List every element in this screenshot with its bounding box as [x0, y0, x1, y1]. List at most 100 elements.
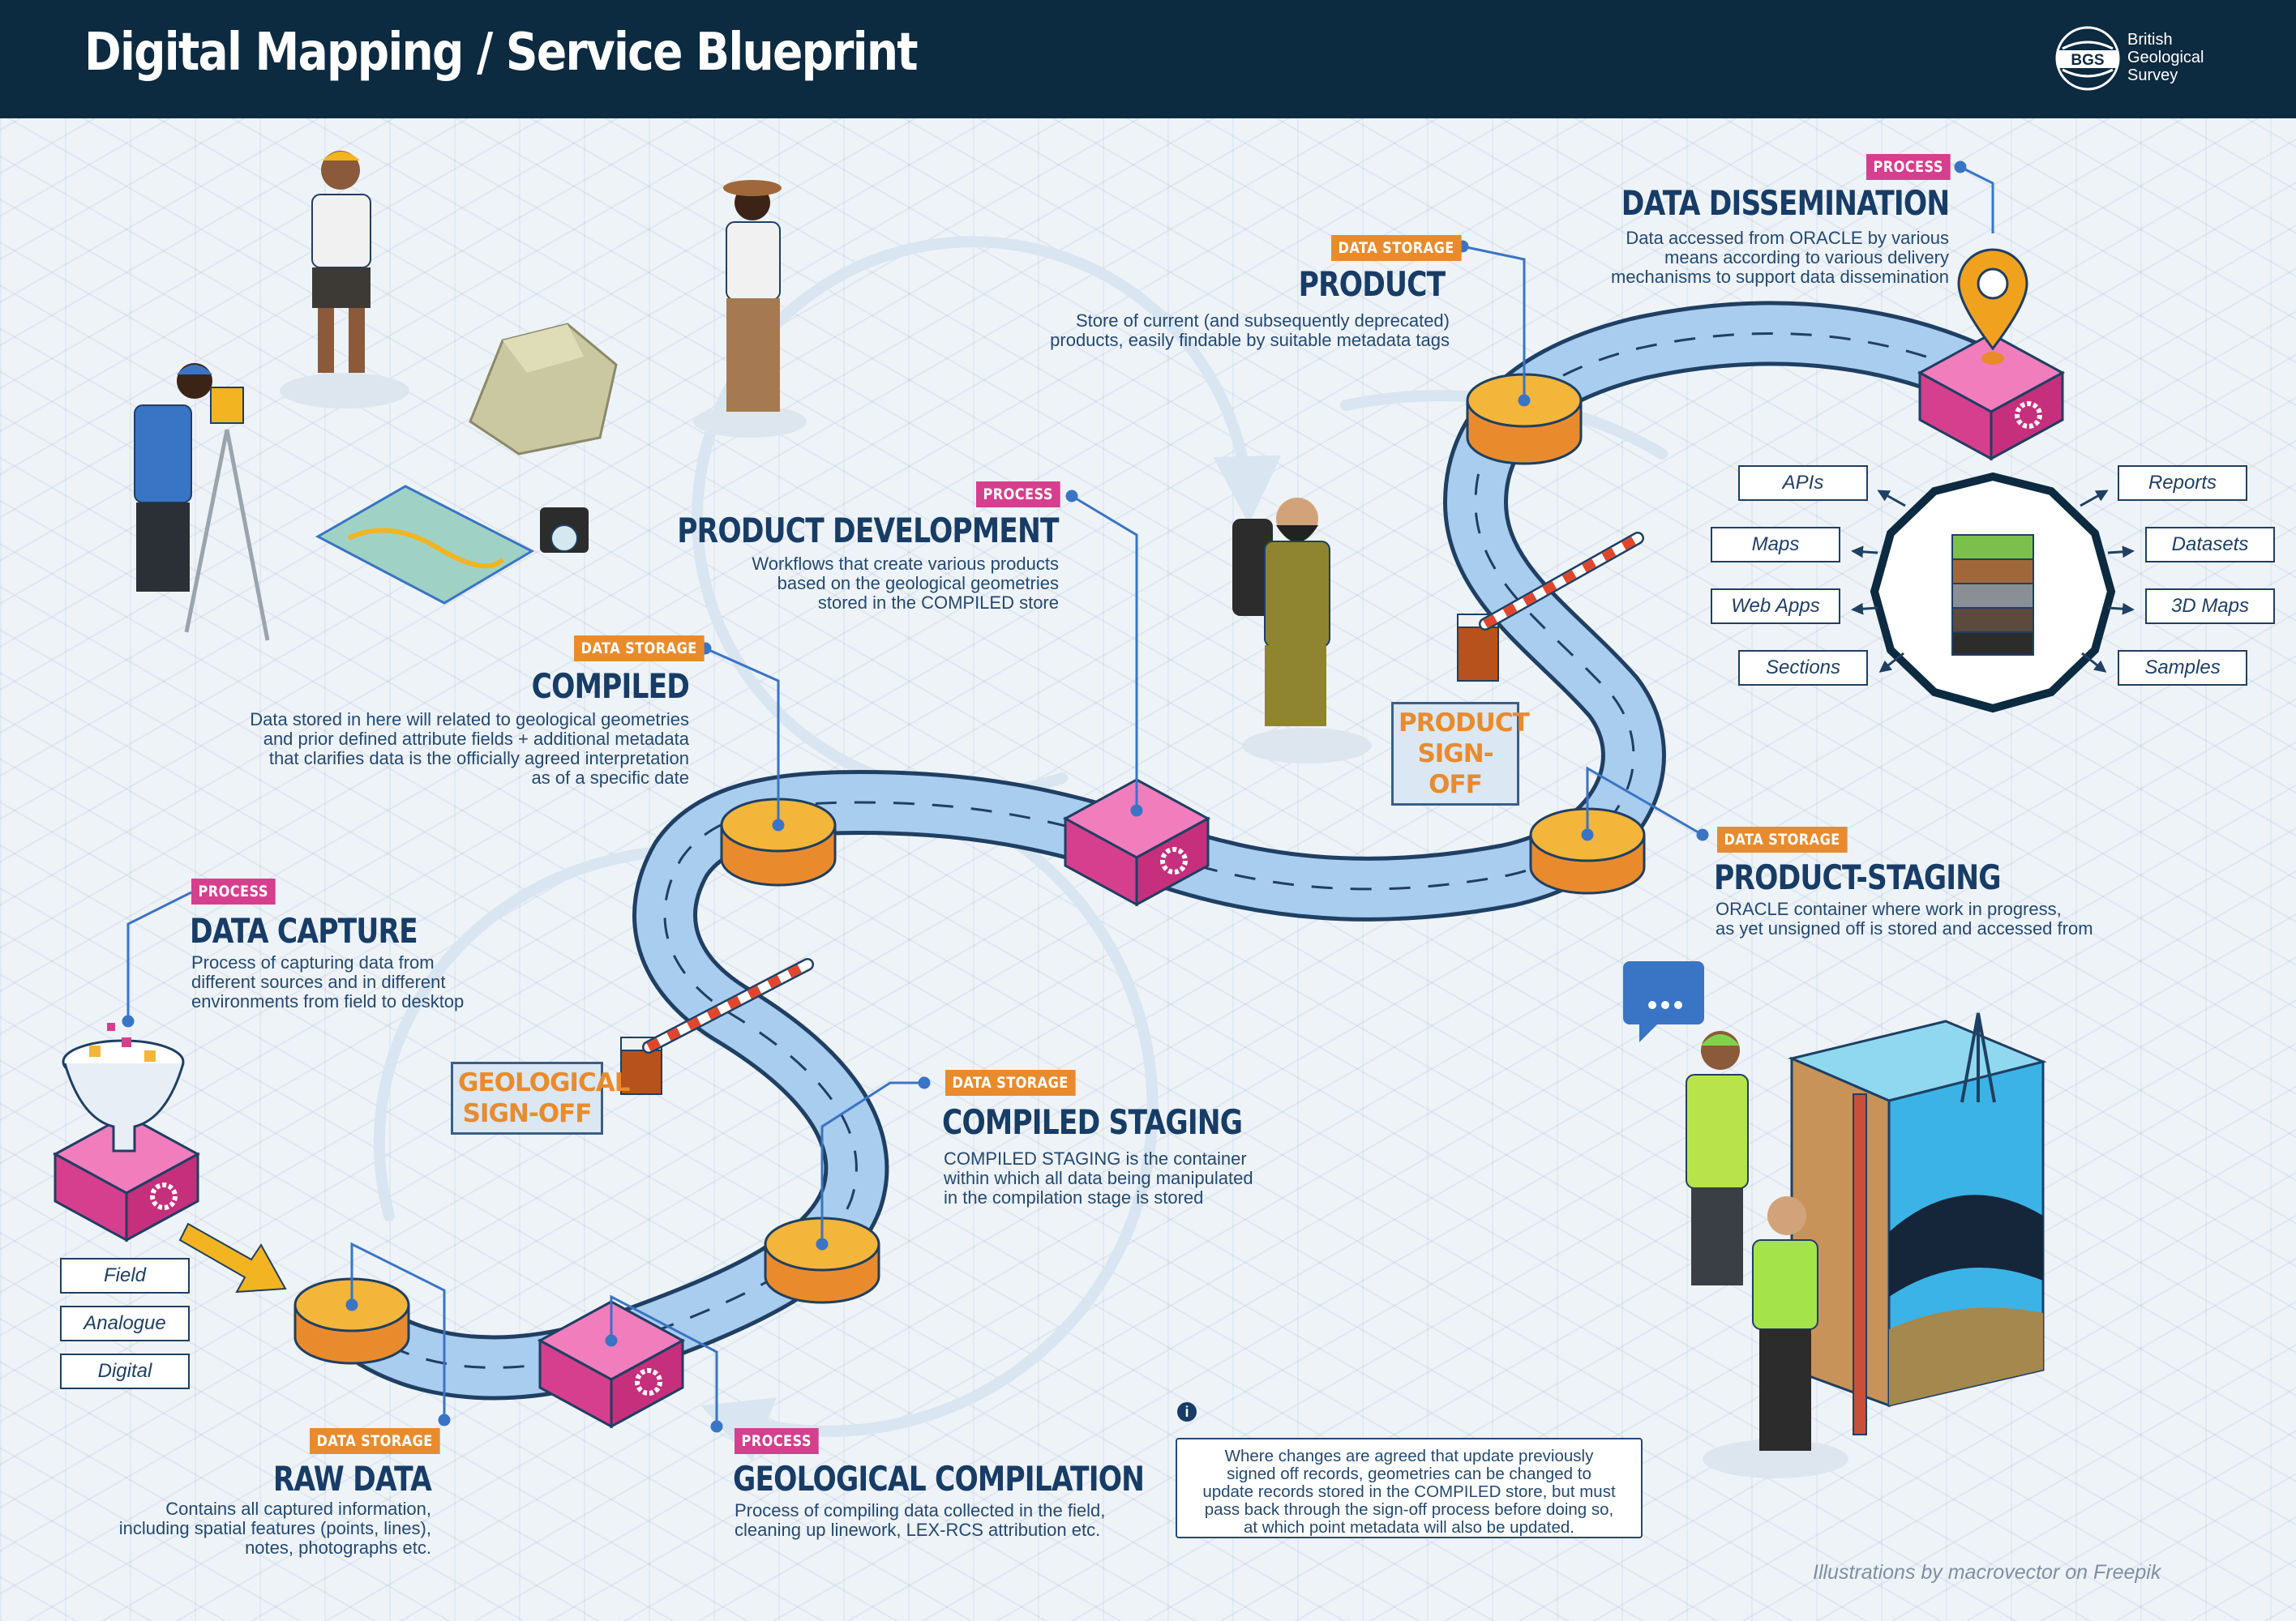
desc-line: Data stored in here will related to geol…	[250, 709, 689, 729]
compiled-staging-description: COMPILED STAGING is the container within…	[944, 1149, 1253, 1208]
info-icon: i	[1177, 1402, 1197, 1422]
data-dissemination-process-icon	[1917, 332, 2066, 461]
desc-line: Store of current (and subsequently depre…	[1075, 310, 1450, 331]
product-staging-title: PRODUCT-STAGING	[1714, 858, 2002, 897]
output-3d-maps: 3D Maps	[2145, 588, 2275, 624]
raw-data-tag: DATA STORAGE	[310, 1428, 440, 1454]
page-title: Digital Mapping / Service Blueprint	[84, 23, 919, 83]
compass-icon	[540, 507, 589, 553]
data-capture-tag: PROCESS	[191, 879, 276, 905]
note-line: Where changes are agreed that update pre…	[1224, 1447, 1594, 1465]
desc-line: that clarifies data is the officially ag…	[268, 748, 689, 768]
output-web-apps: Web Apps	[1711, 588, 1840, 624]
signoff-line: GEOLOGICAL	[458, 1068, 630, 1097]
desc-line: notes, photographs etc.	[245, 1538, 431, 1558]
explorer-illustration	[693, 180, 807, 438]
map-illustration	[315, 485, 535, 605]
note-line: signed off records, geometries can be ch…	[1227, 1465, 1591, 1483]
surveyor-illustration	[134, 363, 270, 641]
desc-line: Data accessed from ORACLE by various	[1626, 228, 1949, 248]
note-line: pass back through the sign-off process b…	[1204, 1500, 1614, 1519]
raw-data-description: Contains all captured information, inclu…	[119, 1499, 431, 1558]
geological-compilation-description: Process of compiling data collected in t…	[735, 1501, 1105, 1540]
capture-source-field: Field	[60, 1258, 190, 1294]
signoff-line: PRODUCT	[1399, 708, 1530, 738]
product-signoff-label: PRODUCT SIGN-OFF	[1391, 702, 1530, 806]
data-capture-process-icon	[52, 1114, 201, 1242]
desc-line: different sources and in different	[191, 972, 446, 992]
compiled-staging-tag: DATA STORAGE	[945, 1070, 1076, 1096]
data-dissemination-description: Data accessed from ORACLE by various mea…	[1611, 229, 1949, 287]
funnel-icon	[62, 1023, 185, 1153]
desc-line: in the compilation stage is stored	[944, 1187, 1204, 1208]
logo-mark: BGS	[2071, 52, 2104, 69]
product-title: PRODUCT	[1298, 264, 1445, 304]
geological-compilation-title: GEOLOGICAL COMPILATION	[733, 1459, 1145, 1499]
rock-illustration	[469, 323, 618, 456]
output-samples: Samples	[2118, 650, 2247, 686]
geological-barrier-icon	[620, 958, 814, 1095]
hiker-illustration	[1232, 498, 1372, 763]
product-description: Store of current (and subsequently depre…	[1050, 311, 1450, 350]
logo-line-1: British	[2127, 31, 2173, 49]
desc-line: Process of capturing data from	[191, 952, 435, 973]
data-dissemination-tag: PROCESS	[1866, 154, 1951, 180]
compiled-description: Data stored in here will related to geol…	[250, 710, 689, 788]
geological-compilation-tag: PROCESS	[735, 1428, 819, 1454]
product-staging-description: ORACLE container where work in progress,…	[1716, 900, 2093, 939]
output-datasets: Datasets	[2145, 527, 2275, 562]
geological-signoff-label: GEOLOGICAL SIGN-OFF	[451, 1062, 630, 1135]
desc-line: within which all data being manipulated	[944, 1168, 1253, 1188]
data-capture-description: Process of capturing data from different…	[191, 953, 464, 1012]
compiled-staging-title: COMPILED STAGING	[942, 1102, 1243, 1142]
header-bar: Digital Mapping / Service Blueprint BGS …	[0, 0, 2296, 118]
desc-line: as of a specific date	[531, 768, 689, 788]
desc-line: environments from field to desktop	[191, 991, 465, 1012]
desc-line: Contains all captured information,	[165, 1499, 431, 1519]
compiled-tag: DATA STORAGE	[574, 635, 705, 661]
data-dissemination-title: DATA DISSEMINATION	[1621, 183, 1949, 223]
geologist-illustration	[280, 151, 409, 408]
capture-source-digital: Digital	[60, 1354, 190, 1389]
product-development-tag: PROCESS	[976, 481, 1060, 507]
desc-line: mechanisms to support data dissemination	[1611, 267, 1949, 287]
output-sections: Sections	[1738, 650, 1868, 686]
desc-line: based on the geological geometries	[777, 573, 1059, 593]
illustration-credit: Illustrations by macrovector on Freepik	[1813, 1561, 2161, 1584]
product-barrier-icon	[1457, 532, 1644, 682]
output-maps: Maps	[1711, 527, 1840, 562]
desc-line: stored in the COMPILED store	[817, 592, 1059, 613]
desc-line: ORACLE container where work in progress,	[1716, 899, 2062, 919]
geology-cross-section-illustration	[1788, 1012, 2047, 1408]
geology-block-icon	[1870, 472, 2116, 713]
raw-data-title: RAW DATA	[272, 1459, 432, 1499]
desc-line: products, easily findable by suitable me…	[1050, 330, 1450, 350]
desc-line: including spatial features (points, line…	[118, 1518, 431, 1538]
logo-line-2: Geological	[2127, 49, 2204, 66]
sign-off-note: Where changes are agreed that update pre…	[1176, 1438, 1643, 1538]
logo-line-3: Survey	[2127, 66, 2178, 84]
product-staging-tag: DATA STORAGE	[1717, 827, 1848, 853]
desc-line: as yet unsigned off is stored and access…	[1716, 918, 2093, 939]
product-development-title: PRODUCT DEVELOPMENT	[677, 511, 1060, 550]
note-line: update records stored in the COMPILED st…	[1202, 1482, 1616, 1501]
output-reports: Reports	[2118, 465, 2247, 501]
location-pin-icon	[1957, 248, 2028, 365]
note-line: at which point metadata will also be upd…	[1244, 1518, 1574, 1537]
product-development-process-icon	[1062, 778, 1211, 907]
output-arrows	[1851, 490, 2135, 673]
engineers-illustration	[1686, 1031, 1867, 1478]
desc-line: COMPILED STAGING is the container	[944, 1148, 1247, 1169]
desc-line: and prior defined attribute fields + add…	[263, 729, 689, 749]
desc-line: cleaning up linework, LEX-RCS attributio…	[735, 1520, 1101, 1540]
output-apis: APIs	[1738, 465, 1868, 501]
capture-arrow-icon	[178, 1222, 287, 1294]
product-tag: DATA STORAGE	[1331, 235, 1462, 261]
capture-source-analogue: Analogue	[60, 1306, 190, 1341]
desc-line: Process of compiling data collected in t…	[735, 1500, 1106, 1520]
chat-bubble-icon	[1623, 961, 1704, 1042]
signoff-line: SIGN-OFF	[1417, 739, 1493, 799]
signoff-line: SIGN-OFF	[462, 1099, 593, 1128]
data-capture-title: DATA CAPTURE	[190, 911, 418, 951]
